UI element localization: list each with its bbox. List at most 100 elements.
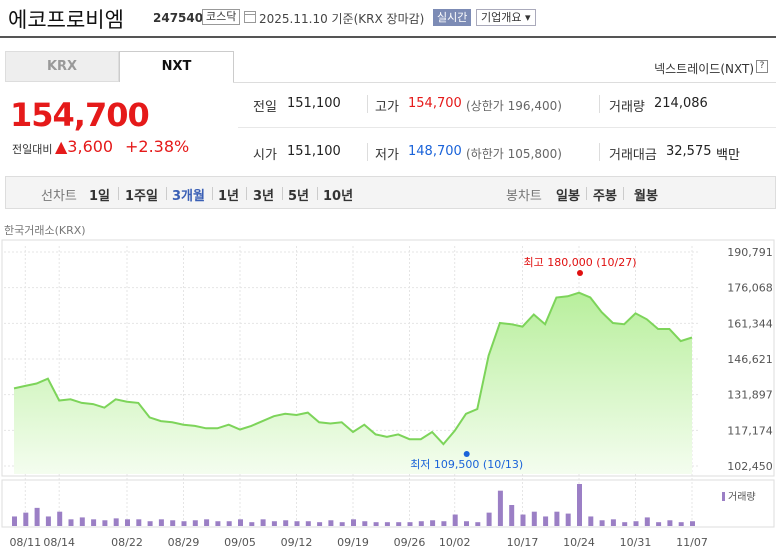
nextrade-link[interactable]: 넥스트레이드(NXT) [654,62,754,76]
candle-monthly[interactable]: 월봉 [634,189,658,204]
volume-bar [249,522,255,526]
stock-name: 에코프로비엠 [8,8,124,32]
divider [367,143,368,161]
y-tick-label: 190,791 [727,246,773,259]
x-tick-label: 11/07 [676,536,708,549]
stock-header: 에코프로비엠 247540 코스닥 2025.11.10 기준(KRX 장마감)… [0,0,776,38]
volume-bar [554,511,560,526]
volume-bar [531,511,537,526]
volume-bar [599,520,605,526]
change-label: 전일대비 [12,143,53,156]
current-price: 154,700 [10,96,150,134]
volume-bar [102,520,108,526]
company-overview-dropdown[interactable]: 기업개요 ▾ [476,9,536,26]
volume-bar [181,521,187,526]
x-tick-label: 10/31 [620,536,652,549]
volume-bar [79,517,85,526]
period-3m[interactable]: 3개월 [172,189,205,204]
tab-krx[interactable]: KRX [5,51,119,82]
volume-bar [260,519,266,526]
x-tick-label: 08/11 [9,536,41,549]
volume-bar [373,522,379,526]
x-tick-label: 10/02 [439,536,471,549]
volume-bar [238,519,243,526]
x-tick-label: 10/17 [507,536,539,549]
divider [599,95,600,113]
help-icon[interactable]: ? [756,60,768,73]
period-1y[interactable]: 1년 [218,189,240,204]
volume-bar [23,512,29,526]
line-chart-label: 선차트 [41,189,77,204]
volume-bar [305,521,311,526]
y-tick-label: 102,450 [727,460,773,473]
divider [246,187,247,200]
candle-weekly[interactable]: 주봉 [593,189,617,204]
volume-bar [215,521,221,526]
period-10y[interactable]: 10년 [323,189,354,204]
base-date: 2025.11.10 기준(KRX 장마감) [259,12,425,26]
y-tick-label: 161,344 [727,317,773,330]
volume-bar [362,521,368,526]
period-3y[interactable]: 3년 [253,189,275,204]
volume-bar [68,519,74,526]
amount-value: 32,575 [666,144,712,159]
volume-bar [125,519,130,526]
volume-bar [509,505,515,526]
volume-frame [1,479,775,528]
tab-nxt[interactable]: NXT [119,51,234,82]
x-tick-label: 10/24 [563,536,595,549]
x-tick-label: 08/29 [168,536,200,549]
volume-bar [690,521,695,526]
stats-divider [238,127,776,128]
volume-bar [520,514,526,526]
upper-limit: (상한가 196,400) [466,99,562,113]
volume-bar [656,522,662,526]
volume-bar [543,516,549,526]
volume-bar [136,519,142,526]
price-chart[interactable]: 190,791 176,068 161,344 146,621 131,897 117,1… [0,236,776,556]
low-value: 148,700 [408,144,462,159]
divider [317,187,318,200]
volume-bar [441,521,447,526]
realtime-button[interactable]: 실시간 [433,9,472,26]
volume-bar [622,522,628,526]
chart-source: 한국거래소(KRX) [4,224,86,237]
volume-bar [45,516,51,526]
volume-bar [339,522,345,526]
price-area [14,292,692,474]
volume-bar [283,520,289,526]
tab-divider [233,82,776,83]
volume-bar [497,490,503,526]
volume-bar [396,522,402,526]
open-label: 시가 [253,148,277,163]
change-percent: +2.38% [125,137,190,156]
volume-bar [475,522,481,526]
prev-close-label: 전일 [253,100,277,115]
period-toolbar: 선차트 1일 1주일 3개월 1년 3년 5년 10년 봉차트 일봉 주봉 월봉 [5,176,776,209]
divider [166,187,167,200]
high-label: 고가 [375,100,399,115]
change-value: ▲3,600 [55,137,114,156]
volume-bar [204,519,210,526]
candle-chart-label: 봉차트 [506,189,542,204]
y-tick-label: 131,897 [727,389,773,402]
calendar-icon [244,11,256,23]
volume-bar [452,514,458,526]
volume-bar [12,516,17,526]
period-5y[interactable]: 5년 [288,189,310,204]
max-marker [577,270,583,276]
divider [367,95,368,113]
amount-unit: 백만 [716,148,740,163]
volume-bar [147,521,153,526]
x-tick-label: 08/14 [43,536,75,549]
volume-label: 거래량 [609,100,645,115]
y-tick-label: 146,621 [727,353,773,366]
period-1w[interactable]: 1주일 [125,189,158,204]
volume-bar [351,519,356,526]
volume-legend: 거래량 [722,488,756,503]
candle-daily[interactable]: 일봉 [556,189,580,204]
period-1d[interactable]: 1일 [89,189,111,204]
y-tick-label: 176,068 [727,282,773,295]
divider [599,143,600,161]
volume-bar [57,511,63,526]
